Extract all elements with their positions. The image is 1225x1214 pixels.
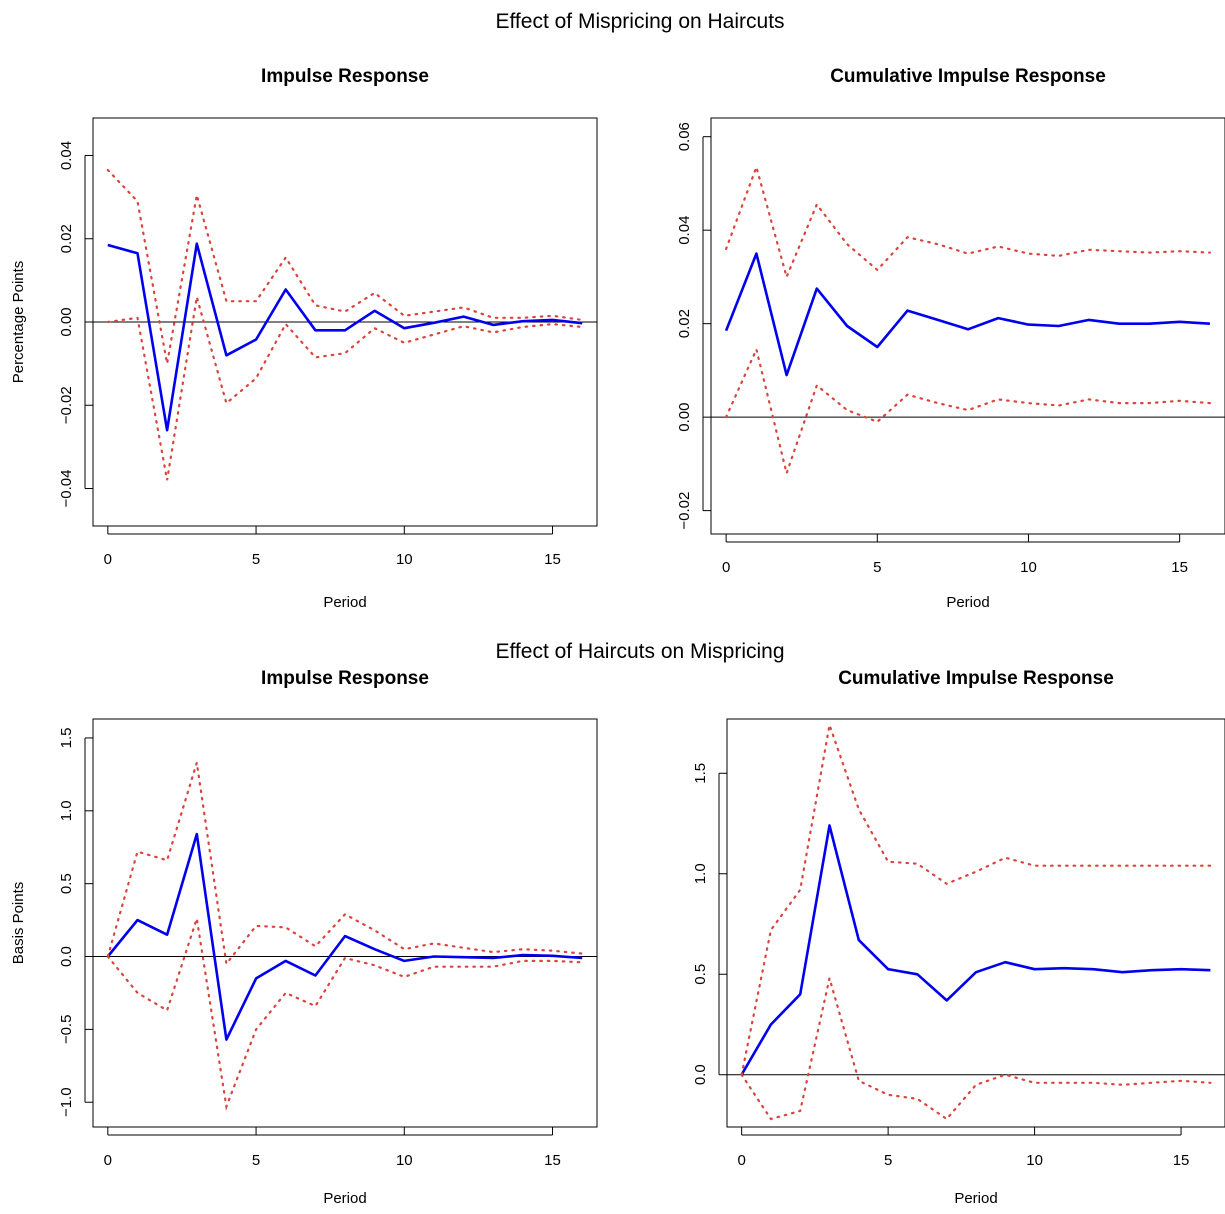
y-tick-label: 0.00 bbox=[676, 403, 693, 432]
confidence-band-lower bbox=[724, 346, 1212, 478]
x-tick-label: 15 bbox=[1173, 1152, 1190, 1169]
x-tick-label: 10 bbox=[396, 551, 413, 568]
y-tick-label: −0.04 bbox=[58, 470, 75, 508]
response-line bbox=[107, 242, 583, 432]
y-tick-label: −0.5 bbox=[58, 1015, 75, 1045]
plot-frame bbox=[726, 718, 1225, 1128]
y-tick-label: 1.0 bbox=[692, 863, 709, 884]
x-axis-label: Period bbox=[323, 1190, 366, 1207]
x-tick-label: 0 bbox=[737, 1152, 745, 1169]
confidence-band-lower bbox=[740, 977, 1212, 1121]
x-tick-label: 5 bbox=[252, 1152, 260, 1169]
y-tick-label: 0.04 bbox=[676, 216, 693, 245]
section-title-mispricing-on-haircuts: Effect of Mispricing on Haircuts bbox=[495, 10, 784, 33]
x-tick-label: 0 bbox=[722, 559, 730, 576]
panel-title: Impulse Response bbox=[261, 668, 429, 689]
x-tick-label: 5 bbox=[873, 559, 881, 576]
series-group bbox=[724, 163, 1212, 478]
x-tick-label: 15 bbox=[544, 551, 561, 568]
panel-3: Impulse Response 0 5 10 15 −1.0 −0.5 0.0 0.5 1.0 1… bbox=[10, 668, 598, 1207]
series-group bbox=[106, 762, 584, 1111]
x-tick-label: 0 bbox=[104, 1152, 112, 1169]
plot-frame bbox=[92, 718, 598, 1128]
panel-2: Cumulative Impulse Response 0 5 10 15 −0.02 0.… bbox=[676, 66, 1225, 611]
y-tick-label: 0.06 bbox=[676, 122, 693, 151]
series-group bbox=[740, 720, 1212, 1121]
y-tick-label: −0.02 bbox=[676, 492, 693, 530]
y-tick-label: 1.0 bbox=[58, 800, 75, 821]
panel-1: Impulse Response 0 5 10 15 −0.04 −0.02 0.00 0.02… bbox=[10, 66, 598, 611]
y-tick-label: −1.0 bbox=[58, 1087, 75, 1117]
confidence-band-upper bbox=[106, 762, 584, 967]
plot-frame bbox=[710, 117, 1225, 535]
x-tick-label: 0 bbox=[104, 551, 112, 568]
panel-title: Cumulative Impulse Response bbox=[830, 66, 1106, 87]
y-tick-label: 0.00 bbox=[58, 307, 75, 336]
y-tick-label: 1.5 bbox=[692, 763, 709, 784]
y-tick-label: 0.02 bbox=[676, 309, 693, 338]
x-axis-label: Period bbox=[946, 594, 989, 611]
x-tick-label: 15 bbox=[1171, 559, 1188, 576]
y-tick-label: 0.0 bbox=[692, 1064, 709, 1085]
x-tick-label: 5 bbox=[884, 1152, 892, 1169]
y-tick-label: 0.0 bbox=[58, 946, 75, 967]
response-line bbox=[740, 824, 1211, 1076]
x-tick-label: 15 bbox=[544, 1152, 561, 1169]
section-title-haircuts-on-mispricing: Effect of Haircuts on Mispricing bbox=[495, 640, 784, 663]
y-axis-label: Basis Points bbox=[10, 882, 27, 965]
y-tick-label: 0.5 bbox=[692, 964, 709, 985]
y-tick-label: 1.5 bbox=[58, 728, 75, 749]
panel-title: Cumulative Impulse Response bbox=[838, 668, 1114, 689]
x-axis-label: Period bbox=[323, 594, 366, 611]
x-tick-label: 10 bbox=[1020, 559, 1037, 576]
panel-title: Impulse Response bbox=[261, 66, 429, 87]
y-axis-label: Percentage Points bbox=[10, 261, 27, 384]
y-tick-label: −0.02 bbox=[58, 386, 75, 424]
x-tick-label: 10 bbox=[396, 1152, 413, 1169]
confidence-band-upper bbox=[724, 163, 1212, 281]
x-axis-label: Period bbox=[954, 1190, 997, 1207]
confidence-band-lower bbox=[106, 296, 584, 481]
y-tick-label: 0.5 bbox=[58, 873, 75, 894]
response-line bbox=[724, 252, 1210, 377]
y-tick-label: 0.04 bbox=[58, 141, 75, 170]
response-line bbox=[106, 832, 583, 1041]
confidence-band-upper bbox=[106, 168, 584, 364]
confidence-band-upper bbox=[740, 720, 1212, 1076]
series-group bbox=[106, 168, 584, 481]
x-tick-label: 10 bbox=[1026, 1152, 1043, 1169]
x-tick-label: 5 bbox=[252, 551, 260, 568]
y-tick-label: 0.02 bbox=[58, 224, 75, 253]
panel-4: Cumulative Impulse Response 0 5 10 15 0.0 0.5 1… bbox=[692, 668, 1225, 1207]
confidence-band-lower bbox=[106, 918, 584, 1111]
